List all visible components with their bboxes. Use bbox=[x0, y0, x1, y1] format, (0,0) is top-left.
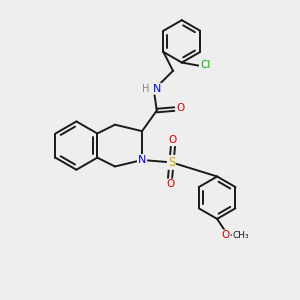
Text: O: O bbox=[222, 230, 230, 240]
Text: N: N bbox=[138, 155, 146, 165]
Text: CH₃: CH₃ bbox=[232, 231, 249, 240]
Text: O: O bbox=[169, 135, 177, 145]
Text: S: S bbox=[168, 156, 175, 169]
Text: N: N bbox=[153, 84, 161, 94]
Text: O: O bbox=[166, 179, 174, 190]
Text: Cl: Cl bbox=[200, 60, 211, 70]
Text: H: H bbox=[142, 84, 150, 94]
Text: O: O bbox=[176, 103, 184, 113]
